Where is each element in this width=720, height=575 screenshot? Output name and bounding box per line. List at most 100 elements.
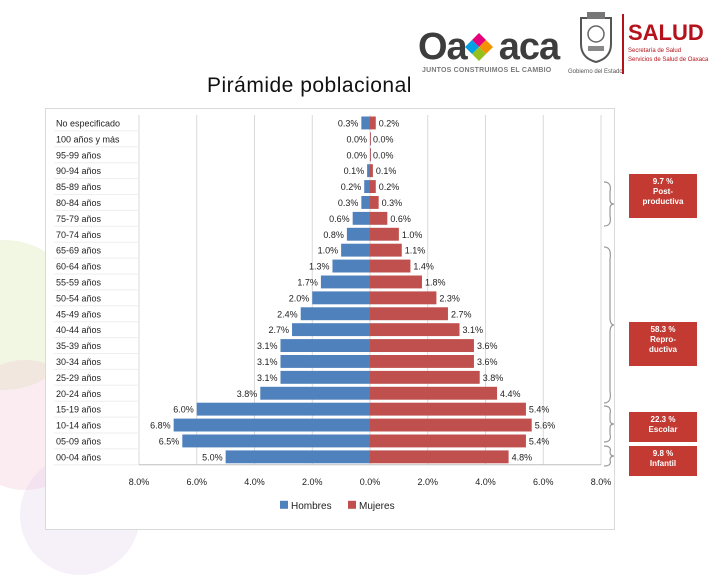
data-label-mujeres: 0.1%	[376, 166, 397, 176]
annotation-escolar: 22.3 % Escolar	[629, 412, 697, 442]
bar-hombres	[182, 434, 370, 448]
oaxaca-x-logo-icon	[465, 33, 493, 61]
bar-mujeres	[370, 386, 498, 400]
bar-mujeres	[370, 243, 402, 257]
annotation-infantil-line-1: 9.8 %	[652, 449, 674, 458]
category-label: 100 años y más	[56, 134, 120, 144]
category-label: 90-94 años	[56, 166, 102, 176]
data-label-hombres: 0.0%	[346, 134, 367, 144]
salud-subtitle-1: Secretaría de Salud	[628, 48, 682, 54]
bar-mujeres	[370, 196, 379, 209]
bar-mujeres	[370, 116, 376, 130]
oaxaca-logo: Oa aca	[418, 26, 560, 69]
oaxaca-logo-text-pre: Oa	[418, 26, 468, 68]
bar-mujeres	[370, 164, 373, 178]
data-label-mujeres: 3.1%	[463, 325, 484, 335]
legend-swatch-mujeres	[348, 500, 356, 509]
category-label: 25-29 años	[56, 373, 102, 383]
annotation-postproductiva-line-1: 9.7 %	[652, 177, 674, 186]
data-label-mujeres: 1.4%	[413, 262, 434, 272]
data-label-mujeres: 0.6%	[390, 214, 411, 224]
category-label: 80-84 años	[56, 198, 102, 208]
data-label-hombres: 6.8%	[150, 421, 171, 431]
category-label: 00-04 años	[56, 452, 102, 462]
bar-hombres	[173, 418, 370, 432]
bar-mujeres	[370, 323, 460, 337]
bar-hombres	[260, 386, 370, 400]
annotation-reproductiva-line-1: 58.3 %	[650, 325, 676, 334]
data-label-mujeres: 1.0%	[402, 230, 423, 240]
annotation-escolar-line-1: 22.3 %	[650, 415, 676, 424]
bar-mujeres	[370, 355, 474, 368]
x-tick-label: 8.0%	[591, 477, 612, 487]
category-label: 05-09 años	[56, 436, 102, 446]
data-label-hombres: 0.1%	[344, 166, 365, 176]
x-tick-label: 2.0%	[417, 477, 438, 487]
bar-hombres	[361, 196, 370, 209]
x-tick-label: 2.0%	[302, 477, 323, 487]
x-tick-label: 0.0%	[360, 477, 381, 487]
data-label-hombres: 0.3%	[338, 198, 359, 208]
annotation-postproductiva: 9.7 % Post- productiva	[629, 174, 697, 218]
data-label-mujeres: 5.4%	[529, 405, 550, 415]
category-label: 45-49 años	[56, 309, 102, 319]
chart-frame: 8.0% 6.0% 4.0% 2.0% 0.0% 2.0% 4.0% 6.0% 8.0% No e…	[45, 108, 615, 530]
data-label-hombres: 0.8%	[323, 230, 344, 240]
bar-mujeres	[370, 211, 388, 225]
data-label-mujeres: 0.3%	[382, 198, 403, 208]
data-label-mujeres: 5.6%	[535, 421, 556, 431]
x-tick-label: 6.0%	[533, 477, 554, 487]
data-label-hombres: 5.0%	[202, 452, 223, 462]
annotation-postproductiva-line-2: Post-	[653, 187, 673, 196]
bar-hombres	[312, 291, 370, 305]
data-label-hombres: 2.7%	[269, 325, 290, 335]
data-label-hombres: 1.7%	[297, 277, 318, 287]
bar-mujeres	[370, 148, 371, 162]
salud-subtitle-2: Servicios de Salud de Oaxaca	[628, 57, 709, 63]
oaxaca-tagline: JUNTOS CONSTRUIMOS EL CAMBIO	[422, 67, 552, 74]
category-label: No especificado	[56, 118, 120, 128]
data-label-hombres: 3.1%	[257, 373, 278, 383]
data-label-hombres: 2.4%	[277, 309, 298, 319]
category-label: 10-14 años	[56, 421, 102, 431]
bar-mujeres	[370, 434, 526, 448]
data-label-mujeres: 4.8%	[512, 452, 533, 462]
data-label-hombres: 6.5%	[159, 436, 180, 446]
legend-label-hombres: Hombres	[291, 501, 332, 512]
data-label-mujeres: 2.3%	[439, 293, 460, 303]
legend-swatch-hombres	[280, 500, 288, 509]
data-label-hombres: 0.0%	[346, 150, 367, 160]
category-label: 15-19 años	[56, 405, 102, 415]
annotation-postproductiva-line-3: productiva	[642, 197, 684, 206]
x-tick-label: 8.0%	[129, 477, 150, 487]
population-pyramid-chart: 8.0% 6.0% 4.0% 2.0% 0.0% 2.0% 4.0% 6.0% 8.0% No e…	[54, 115, 612, 512]
slide-title: Pirámide poblacional	[207, 74, 412, 97]
brace-postproductiva	[603, 181, 615, 227]
bar-hombres	[364, 180, 370, 193]
salud-divider	[622, 14, 624, 74]
category-label: 30-34 años	[56, 357, 102, 367]
data-label-mujeres: 1.8%	[425, 277, 446, 287]
bar-mujeres	[370, 339, 474, 352]
data-label-hombres: 3.1%	[257, 341, 278, 351]
data-label-mujeres: 3.6%	[477, 341, 498, 351]
data-label-mujeres: 5.4%	[529, 436, 550, 446]
bar-mujeres	[370, 370, 480, 384]
data-label-mujeres: 0.2%	[379, 182, 400, 192]
category-label: 40-44 años	[56, 325, 102, 335]
bar-mujeres	[370, 180, 376, 193]
annotation-reproductiva: 58.3 % Repro- ductiva	[629, 322, 697, 366]
data-label-hombres: 0.6%	[329, 214, 350, 224]
data-label-mujeres: 0.2%	[379, 118, 400, 128]
category-label: 55-59 años	[56, 277, 102, 287]
x-tick-label: 4.0%	[475, 477, 496, 487]
category-label: 35-39 años	[56, 341, 102, 351]
bar-mujeres	[370, 418, 532, 432]
bar-mujeres	[370, 259, 411, 273]
bar-mujeres	[370, 291, 437, 305]
data-label-hombres: 2.0%	[289, 293, 310, 303]
data-label-mujeres: 2.7%	[451, 309, 472, 319]
data-label-hombres: 3.1%	[257, 357, 278, 367]
bar-hombres	[320, 275, 370, 289]
data-label-hombres: 0.2%	[341, 182, 362, 192]
